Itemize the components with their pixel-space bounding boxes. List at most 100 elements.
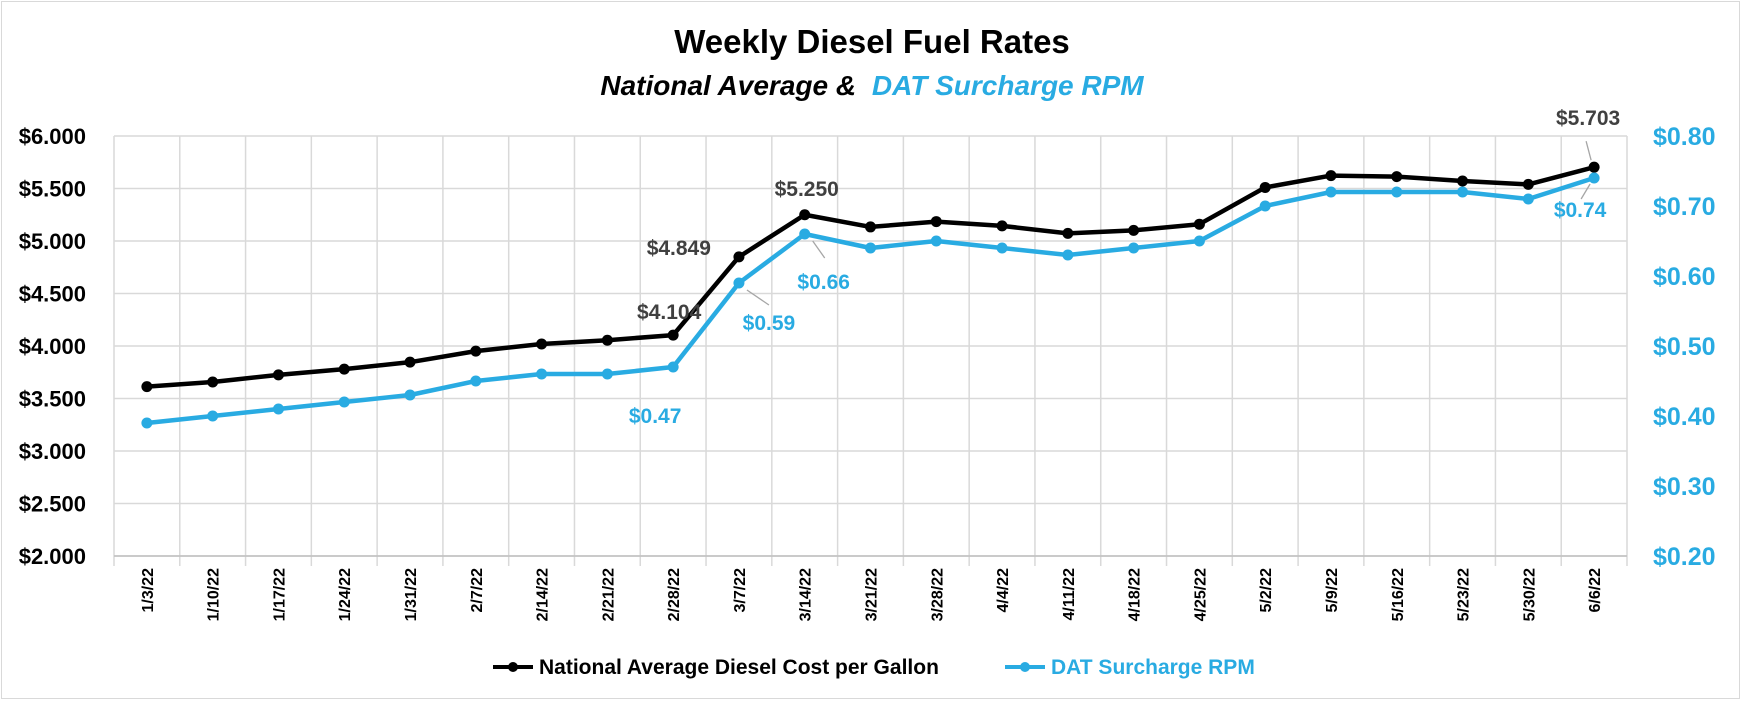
dat-point (207, 410, 219, 422)
diesel-point (470, 345, 482, 357)
dat-point (141, 417, 153, 429)
x-tick-label: 4/18/22 (1127, 568, 1144, 621)
diesel-point (1259, 181, 1271, 193)
diesel-point (667, 329, 679, 341)
y-right-tick-label: $0.80 (1653, 123, 1716, 151)
dat-point (1325, 186, 1337, 198)
x-tick-label: 5/30/22 (1521, 568, 1538, 621)
dat-point (799, 228, 811, 240)
dat-point (667, 361, 679, 373)
y-right-tick-label: $0.50 (1653, 333, 1716, 361)
chart-title: Weekly Diesel Fuel Rates (674, 23, 1070, 60)
dat-point (272, 403, 284, 415)
y-right-tick-label: $0.20 (1653, 543, 1716, 571)
dat-point (1128, 242, 1140, 254)
dat-point (536, 368, 548, 380)
series (141, 161, 1600, 429)
data-label-leader (746, 289, 770, 306)
data-label-leader (1580, 183, 1591, 200)
diesel-data-label: $5.703 (1556, 107, 1620, 130)
grid (113, 135, 1628, 566)
subtitle-part2: DAT Surcharge RPM (872, 70, 1144, 101)
legend-marker-dat (1020, 662, 1030, 672)
diesel-point (1457, 175, 1469, 187)
dat-point (996, 242, 1008, 254)
x-tick-label: 3/28/22 (929, 568, 946, 621)
diesel-point (1062, 227, 1074, 239)
dat-point (1588, 172, 1600, 184)
x-tick-label: 6/6/22 (1587, 568, 1604, 613)
legend-item-diesel[interactable]: National Average Diesel Cost per Gallon (493, 656, 939, 679)
x-tick-label: 1/17/22 (271, 568, 288, 621)
dat-line (146, 175, 1595, 426)
x-tick-label: 2/28/22 (666, 568, 683, 621)
x-tick-label: 3/14/22 (798, 568, 815, 621)
x-tick-label: 3/21/22 (864, 568, 881, 621)
y-right-tick-label: $0.70 (1653, 193, 1716, 221)
x-tick-label: 1/3/22 (140, 568, 157, 613)
dat-point (733, 277, 745, 289)
diesel-point (404, 356, 416, 368)
diesel-point (536, 338, 548, 350)
y-left-tick-label: $2.000 (19, 544, 86, 569)
data-label-leader (812, 240, 826, 259)
dat-point (1391, 186, 1403, 198)
diesel-point (799, 209, 811, 221)
y-right-tick-label: $0.40 (1653, 403, 1716, 431)
legend[interactable]: National Average Diesel Cost per Gallon … (493, 656, 1255, 679)
diesel-point (207, 376, 219, 388)
data-label-leader (1585, 141, 1592, 161)
diesel-line (146, 165, 1595, 389)
diesel-point (1193, 218, 1205, 230)
diesel-data-label: $5.250 (775, 178, 839, 201)
dat-point (865, 242, 876, 254)
y-left-tick-label: $4.000 (19, 334, 86, 359)
x-tick-label: 5/2/22 (1258, 568, 1275, 613)
legend-marker-diesel (508, 662, 518, 672)
x-tick-label: 1/24/22 (337, 568, 354, 621)
x-tick-label: 1/10/22 (206, 568, 223, 621)
diesel-point (1391, 171, 1403, 183)
diesel-point (1325, 170, 1337, 182)
dat-point (1193, 235, 1205, 247)
axes: $2.000 $2.500 $3.000 $3.500 $4.000 $4.500 $5.0… (19, 123, 1716, 621)
y-left-tick-label: $6.000 (19, 124, 86, 149)
diesel-data-label: $4.104 (637, 301, 702, 324)
dat-data-label: $0.66 (797, 271, 850, 294)
diesel-point (272, 369, 284, 381)
y-left-tick-label: $5.500 (19, 177, 86, 202)
data-labels: $4.104 $4.849 $5.250 $5.703 $0.47 $0.59$0.66 $… (629, 107, 1620, 428)
x-tick-label: 4/4/22 (995, 568, 1012, 613)
diesel-point (1522, 178, 1534, 190)
dat-point (338, 396, 350, 408)
dat-point (1457, 186, 1469, 198)
x-tick-label: 2/21/22 (600, 568, 617, 621)
legend-label-dat: DAT Surcharge RPM (1051, 656, 1255, 679)
dat-point (404, 389, 416, 401)
x-tick-label: 2/14/22 (535, 568, 552, 621)
diesel-point (1588, 161, 1600, 173)
x-tick-label: 2/7/22 (469, 568, 486, 613)
diesel-point (338, 363, 350, 375)
y-left-tick-label: $3.000 (19, 439, 86, 464)
legend-item-dat[interactable]: DAT Surcharge RPM (1005, 656, 1255, 679)
x-tick-label: 4/25/22 (1192, 568, 1209, 621)
y-right-tick-label: $0.30 (1653, 473, 1716, 501)
diesel-point (601, 334, 613, 346)
dat-point (930, 235, 942, 247)
diesel-point (1128, 224, 1140, 236)
x-tick-label: 5/16/22 (1390, 568, 1407, 621)
y-left-tick-label: $4.500 (19, 282, 86, 307)
dat-point (1522, 193, 1534, 205)
x-tick-label: 3/7/22 (732, 568, 749, 613)
dat-point (601, 368, 613, 380)
diesel-point (930, 216, 942, 228)
subtitle-part1: National Average & (600, 70, 856, 101)
legend-label-diesel: National Average Diesel Cost per Gallon (539, 656, 939, 679)
dat-data-label: $0.47 (629, 405, 682, 428)
dat-data-label: $0.74 (1554, 199, 1607, 222)
y-right-tick-label: $0.60 (1653, 263, 1716, 291)
diesel-point (865, 221, 876, 233)
x-tick-label: 5/23/22 (1456, 568, 1473, 621)
